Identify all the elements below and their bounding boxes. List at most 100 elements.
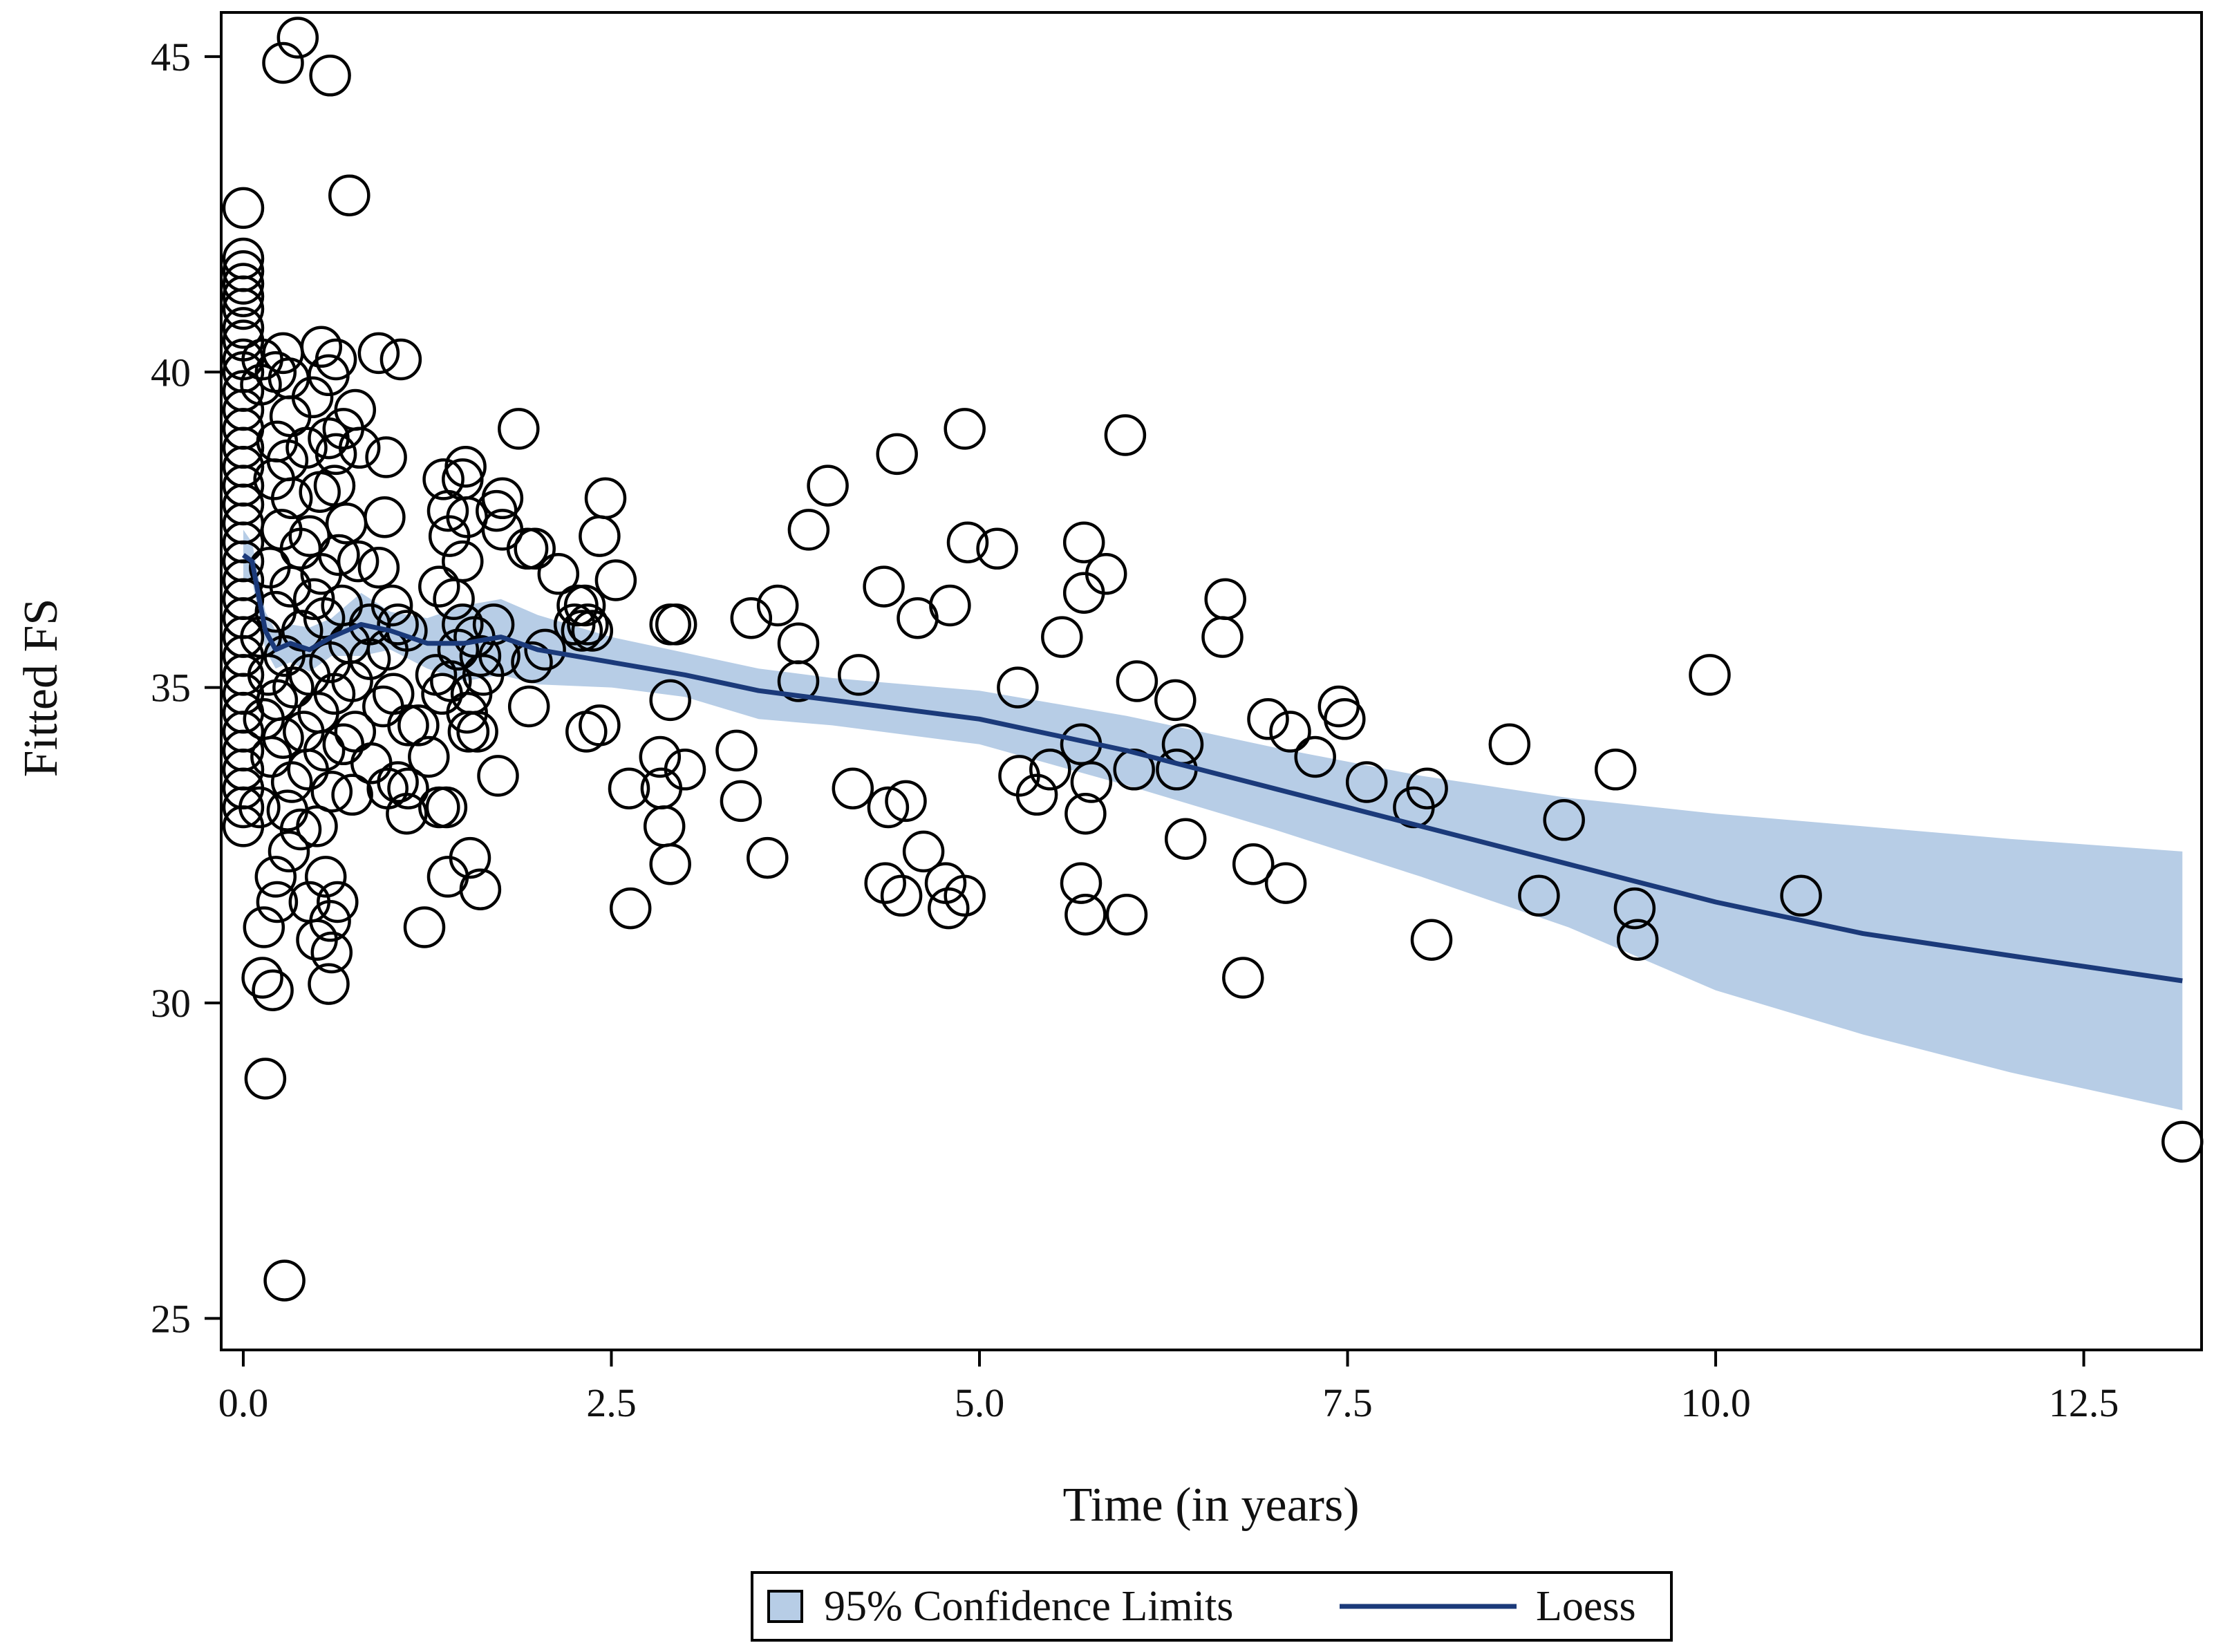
scatter-point [1594,749,1637,791]
scatter-point [944,408,986,450]
scatter-point [1041,616,1083,658]
scatter-point [477,755,519,797]
scatter-point [263,1259,306,1302]
legend: 95% Confidence Limits Loess [751,1571,1673,1642]
scatter-point [238,786,281,829]
scatter-point [437,628,480,671]
scatter-point [1518,874,1560,917]
scatter-point [511,641,553,684]
scatter-point [364,496,406,538]
scatter-point [747,836,789,879]
scatter-point [863,565,905,608]
scatter-point [472,603,515,646]
scatter-point [270,761,313,803]
scatter-point [567,603,609,646]
scatter-point [880,874,923,917]
scatter-point [902,830,945,873]
scatter-point [243,906,285,948]
scatter-point [1015,773,1058,816]
scatter-point [310,931,353,974]
y-tick-label: 30 [151,981,191,1026]
scatter-point [241,957,283,999]
scatter-point [397,704,440,747]
scatter-point [514,527,556,570]
scatter-point [268,357,310,400]
scatter-point [296,919,338,961]
scatter-point [946,521,989,563]
scatter-point [1222,957,1264,999]
scatter-point [1085,553,1127,595]
scatter-point [885,780,927,823]
loess-line-layer [241,553,2183,984]
scatter-point [838,654,880,696]
scatter-point [1062,521,1105,563]
scatter-point [254,856,297,898]
plot-frame [220,11,2203,1351]
scatter-point [308,354,350,397]
scatter-point [1247,698,1289,740]
scatter-point [1780,874,1822,917]
scatter-point [377,603,419,646]
scatter-point [247,654,290,696]
x-axis-label: Time (in years) [1062,1479,1359,1532]
scatter-point [1204,578,1246,621]
x-tick-label: 12.5 [2049,1380,2119,1425]
y-axis: 25 30 35 40 45 [151,35,221,1341]
scatter-point [730,597,773,639]
scatter-point [608,767,650,809]
scatter-points-layer [222,17,2204,1302]
scatter-point [1294,735,1336,778]
scatter-point [446,691,488,734]
scatter-point [832,767,874,809]
scatter-point [387,767,429,809]
scatter-point [287,749,329,791]
scatter-point [1201,616,1244,658]
scatter-point [976,527,1018,570]
scatter-point [594,559,637,601]
y-tick-label: 40 [151,350,191,395]
scatter-point [387,704,429,747]
scatter-point [304,856,347,898]
scatter-point [1029,749,1071,791]
scatter-point [1154,679,1197,722]
scatter-point [720,780,762,823]
scatter-point [262,41,304,84]
scatter-point [222,786,265,829]
scatter-point [377,761,419,803]
scatter-point [1064,893,1107,936]
scatter-point [498,408,540,450]
scatter-point [1232,843,1275,885]
scatter-point [317,881,359,923]
scatter-point [222,263,265,305]
scatter-point [867,786,910,829]
x-tick-label: 7.5 [1322,1380,1373,1425]
scatter-point [579,515,621,557]
scatter-point [262,332,304,375]
scatter-point [328,174,370,216]
scatter-point [276,17,319,59]
x-tick-label: 5.0 [955,1380,1005,1425]
scatter-point [303,597,346,639]
scatter-point [643,805,686,847]
scatter-point [1070,761,1113,803]
scatter-point [256,881,299,923]
scatter-point [481,477,524,520]
scatter-point [418,565,460,608]
scatter-point [296,805,338,847]
scatter-point [1689,654,1731,696]
scatter-point [639,735,682,778]
scatter-point [337,540,379,583]
scatter-point [279,808,322,851]
scatter-point [864,862,906,904]
scatter-point [422,458,465,500]
scatter-point [1164,818,1207,860]
scatter-point [944,874,986,917]
legend-frame [751,1571,1673,1642]
scatter-point [561,610,603,652]
scatter-point [1269,711,1311,753]
scatter-point [524,628,566,671]
scatter-point [1616,919,1659,961]
scatter-point [449,836,491,879]
scatter-point [1116,660,1158,702]
scatter-point [929,584,971,627]
